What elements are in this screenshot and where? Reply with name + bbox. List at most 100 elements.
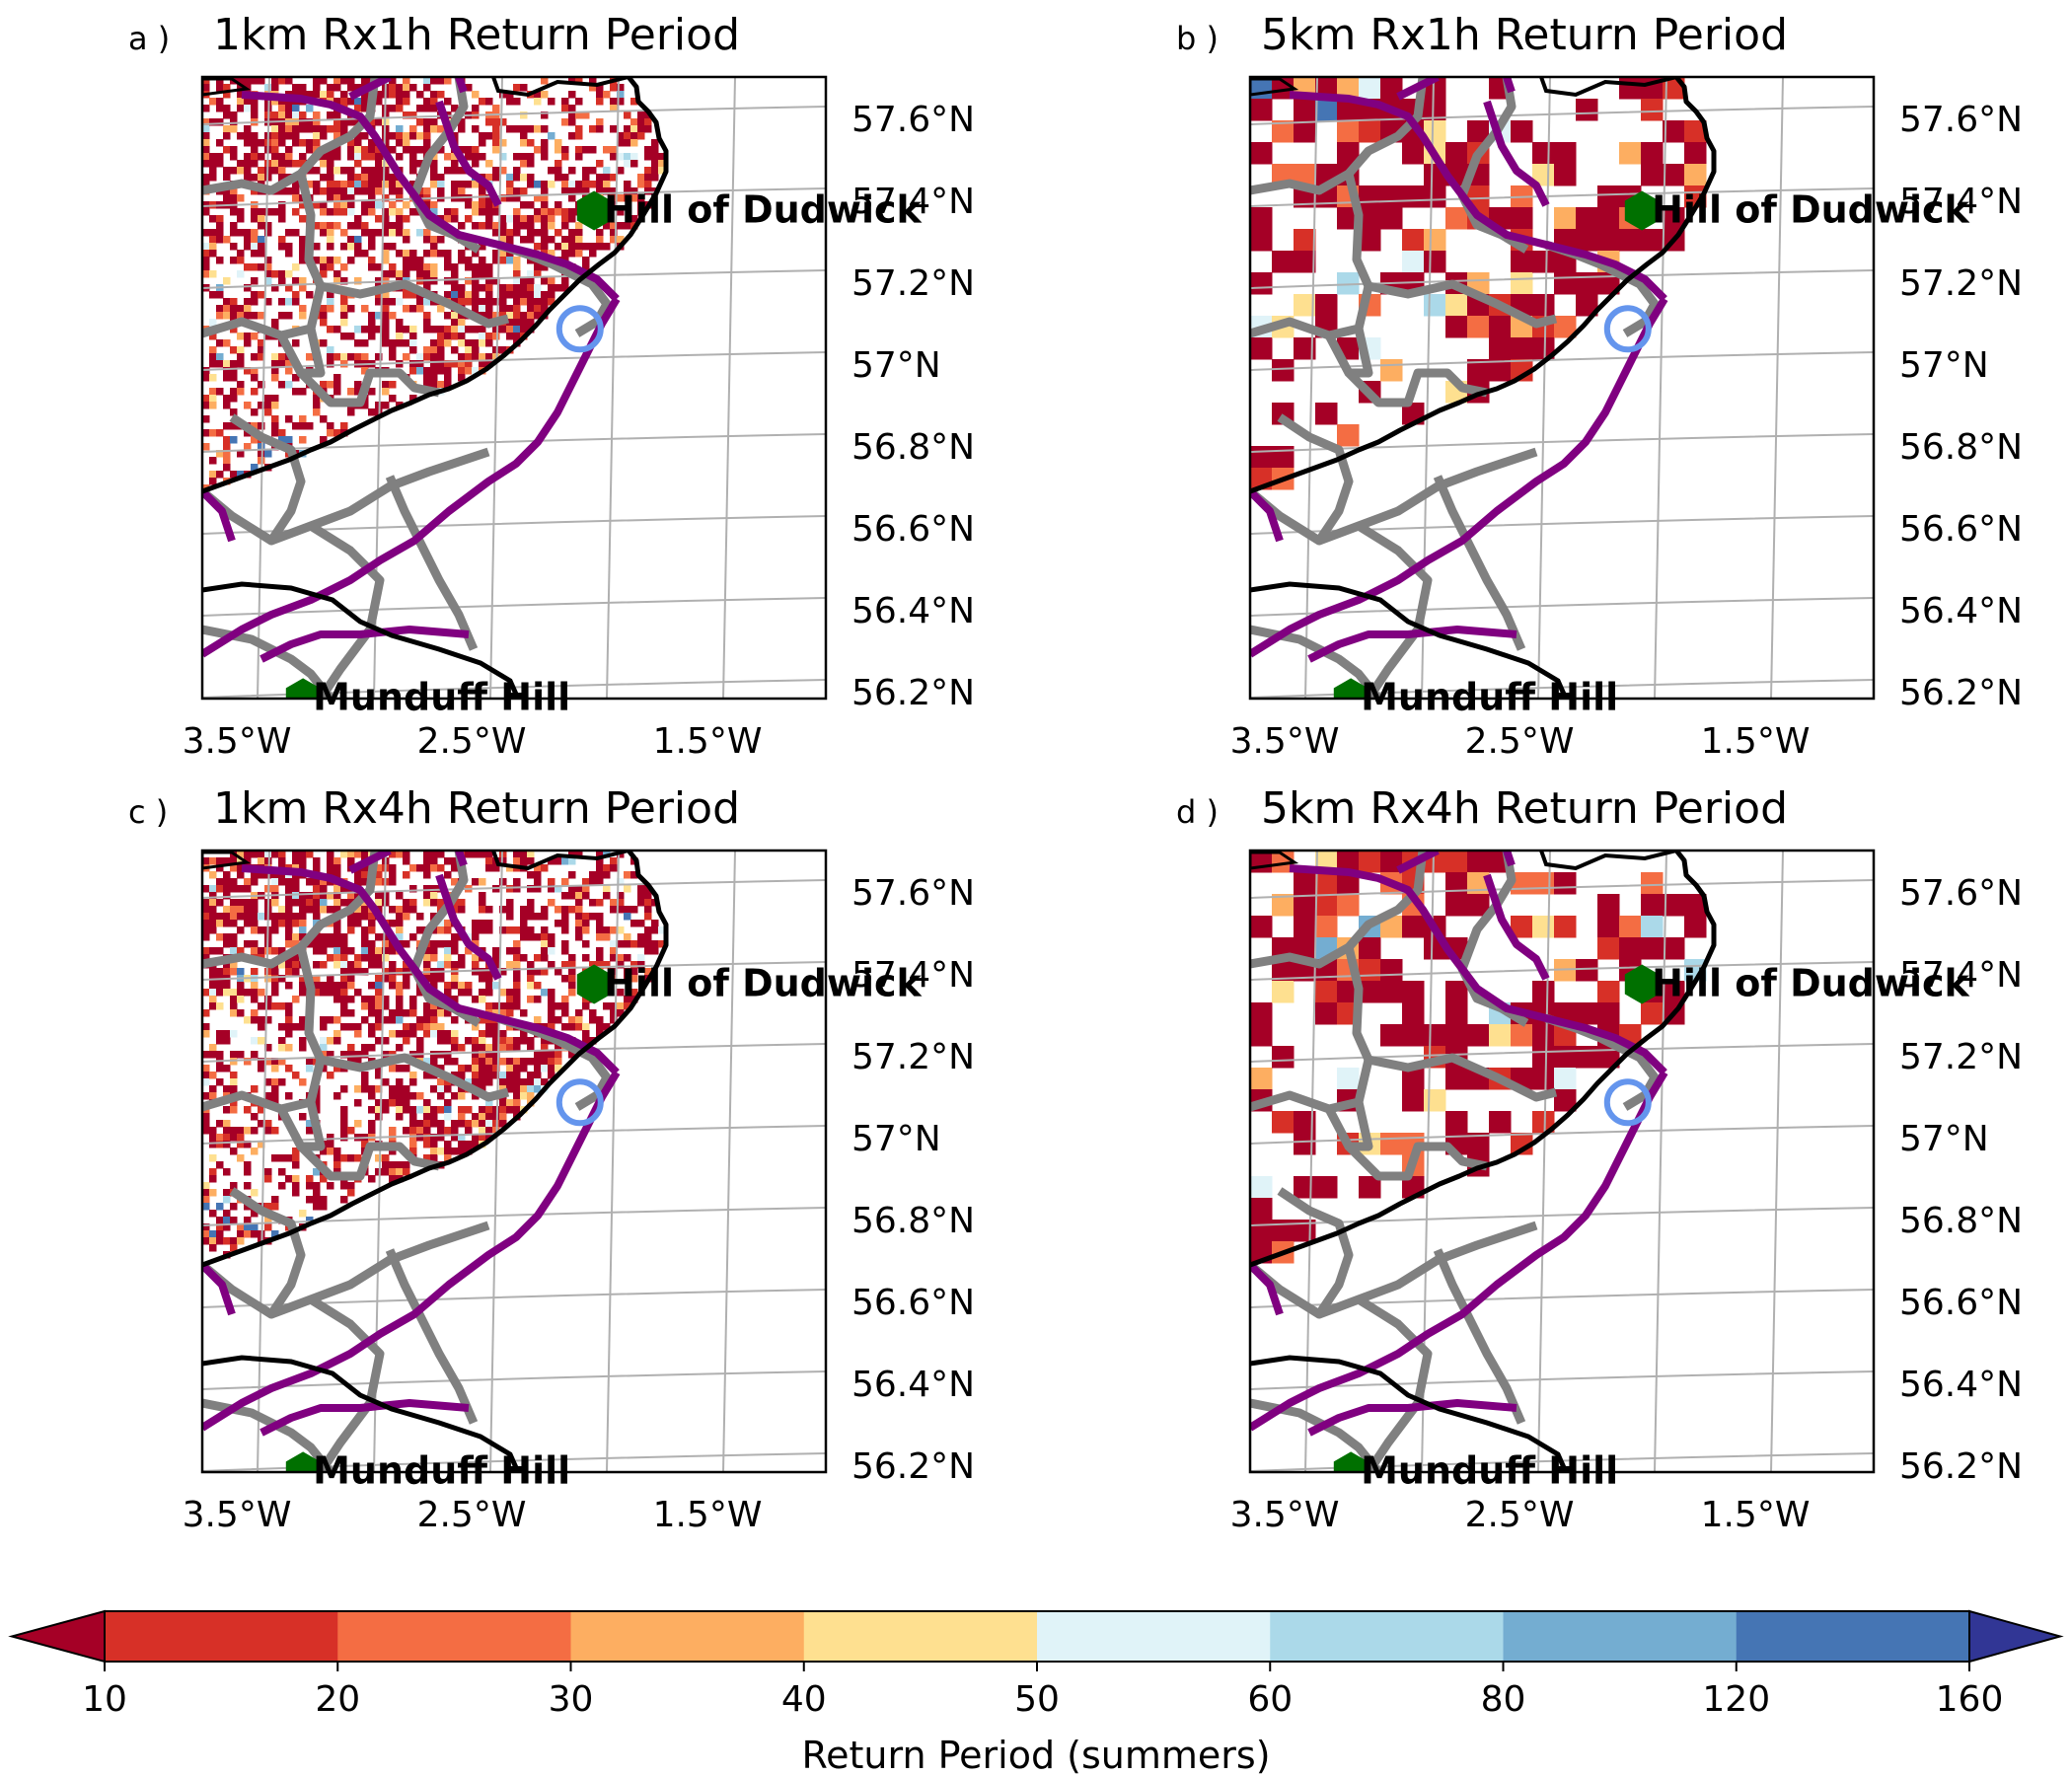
cell	[244, 263, 252, 271]
cell	[244, 339, 252, 347]
cell	[299, 906, 307, 914]
cell	[430, 1106, 438, 1114]
cell	[299, 913, 307, 921]
cell	[1250, 1176, 1273, 1199]
cell	[278, 1182, 286, 1190]
cell	[361, 947, 369, 955]
cell	[320, 940, 328, 948]
cell	[292, 1023, 300, 1031]
cell	[437, 91, 445, 99]
cell	[251, 989, 259, 997]
cell	[416, 1120, 424, 1128]
cell	[520, 187, 528, 195]
cell	[251, 146, 259, 154]
cell	[451, 878, 459, 886]
cell	[465, 353, 473, 361]
cell	[216, 1078, 224, 1086]
cell	[541, 77, 549, 85]
cell	[513, 926, 521, 934]
cell	[361, 954, 369, 962]
region-boundary	[1250, 1262, 1284, 1316]
cell	[354, 878, 362, 886]
cell	[354, 989, 362, 997]
cell	[548, 885, 555, 893]
cell	[202, 243, 210, 251]
cell	[1641, 872, 1664, 895]
cell	[589, 913, 597, 921]
cell	[333, 277, 341, 285]
cell	[209, 899, 217, 907]
site-hexagon-icon	[1333, 678, 1369, 699]
cell	[409, 367, 417, 375]
cell	[610, 1002, 618, 1010]
cell	[430, 857, 438, 865]
cell	[437, 1009, 445, 1017]
cell	[630, 194, 638, 202]
cell	[561, 284, 569, 292]
cell	[292, 339, 300, 347]
cell	[278, 270, 286, 278]
cell	[340, 885, 348, 893]
cell	[223, 961, 231, 969]
cell	[492, 298, 500, 306]
cell	[333, 429, 341, 437]
cell	[568, 167, 576, 175]
cell	[444, 1009, 452, 1017]
cell	[375, 989, 383, 997]
cell	[465, 982, 473, 990]
cell	[299, 892, 307, 900]
cell	[465, 263, 473, 271]
cell	[624, 181, 631, 188]
cell	[258, 443, 265, 451]
cell	[403, 1009, 410, 1017]
cell	[423, 1023, 431, 1031]
cell	[430, 1030, 438, 1038]
cell	[382, 305, 390, 313]
cell	[541, 1051, 549, 1059]
cell	[278, 857, 286, 865]
cell	[389, 270, 397, 278]
cell	[644, 899, 652, 907]
cell	[1532, 1046, 1555, 1069]
cell	[202, 429, 210, 437]
cell	[630, 215, 638, 223]
lat-tick-label: 56.8°N	[1899, 427, 2023, 468]
council-boundary	[229, 1187, 306, 1317]
cell	[361, 201, 369, 209]
cell	[430, 181, 438, 188]
cell	[223, 374, 231, 382]
cell	[541, 111, 549, 119]
parallel	[202, 187, 826, 207]
cell	[333, 194, 341, 202]
cell	[492, 125, 500, 133]
cell	[292, 160, 300, 168]
cell	[258, 381, 265, 389]
cell	[327, 954, 334, 962]
cell	[520, 1058, 528, 1066]
cell	[389, 947, 397, 955]
cell	[637, 885, 645, 893]
cell	[451, 291, 459, 299]
site-markers	[1333, 190, 1660, 699]
cell	[1250, 142, 1273, 165]
cell	[389, 1127, 397, 1135]
council-boundary	[1356, 1295, 1433, 1472]
cell	[340, 187, 348, 195]
cell	[527, 160, 535, 168]
cell	[333, 167, 341, 175]
cell	[561, 215, 569, 223]
cell	[492, 250, 500, 258]
cell	[223, 1127, 231, 1135]
cell	[617, 208, 625, 216]
cell	[375, 1065, 383, 1073]
cell	[313, 118, 321, 126]
cell	[216, 1141, 224, 1148]
cell	[472, 1037, 480, 1045]
cell	[568, 1023, 576, 1031]
cell	[485, 312, 493, 320]
cell	[202, 84, 210, 92]
cell	[396, 250, 404, 258]
cell	[244, 98, 252, 106]
cell	[258, 346, 265, 354]
cell	[209, 167, 217, 175]
